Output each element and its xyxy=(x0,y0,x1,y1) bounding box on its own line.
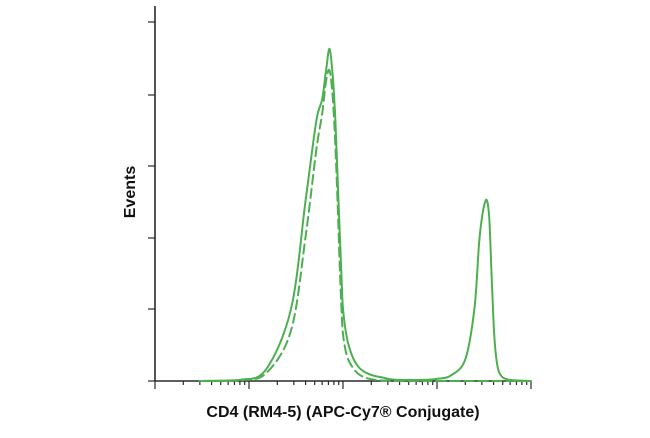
solid-series-line xyxy=(198,47,532,382)
dashed-series-line xyxy=(198,68,532,383)
histogram-traces xyxy=(198,47,532,383)
x-axis-ticks xyxy=(154,381,532,389)
y-axis-title: Events xyxy=(122,166,139,219)
y-axis-ticks xyxy=(148,21,155,382)
x-axis-title: CD4 (RM4-5) (APC-Cy7® Conjugate) xyxy=(206,404,479,421)
plot-area xyxy=(148,6,532,389)
